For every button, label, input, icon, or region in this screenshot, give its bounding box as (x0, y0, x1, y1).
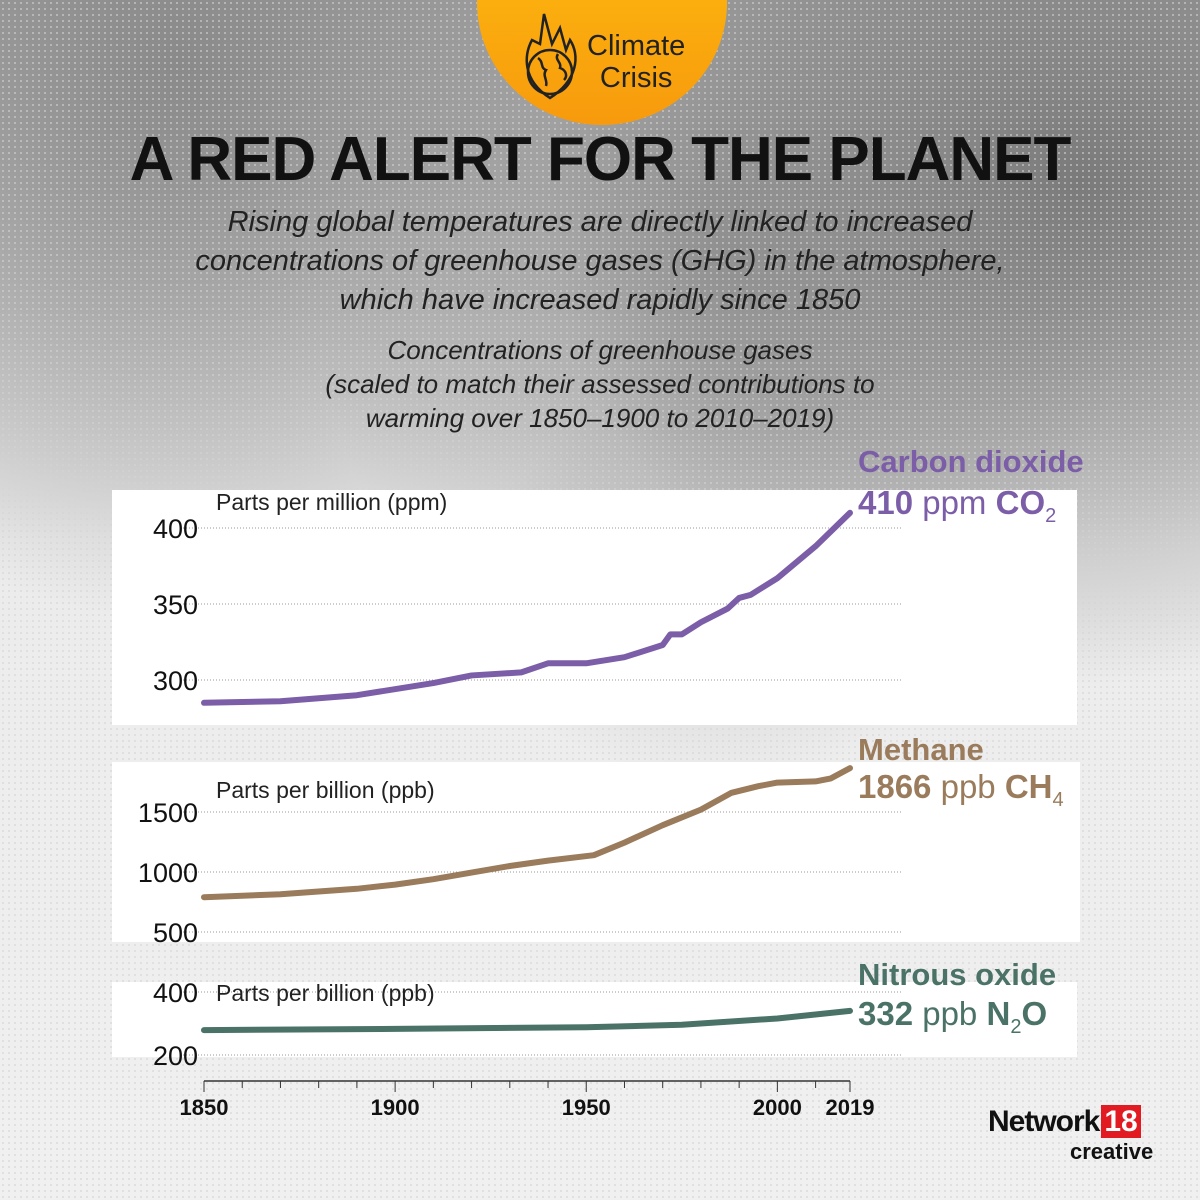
x-tick-label: 1900 (371, 1095, 420, 1120)
series-name-label: Nitrous oxide (858, 957, 1056, 992)
y-tick-label: 1000 (138, 858, 198, 888)
subtitle: Rising global temperatures are directly … (195, 206, 1005, 316)
y-tick-label: 500 (153, 918, 198, 948)
x-tick-label: 2000 (753, 1095, 802, 1120)
y-tick-label: 1500 (138, 798, 198, 828)
series-line-carbon-dioxide (201, 509, 853, 706)
y-tick-label: 350 (153, 590, 198, 620)
series-line-methane (201, 765, 853, 901)
series-value-label: 332 ppb N2O (858, 995, 1047, 1038)
chart-title: Concentrations of greenhouse gases (scale… (325, 335, 875, 433)
x-tick-label: 1950 (562, 1095, 611, 1120)
page-title: A RED ALERT FOR THE PLANET (129, 125, 1072, 194)
series-value-label: 1866 ppb CH4 (858, 768, 1064, 811)
badge-label: Climate Crisis (587, 30, 686, 94)
series-name-label: Carbon dioxide (858, 444, 1084, 479)
series-value-label: 410 ppm CO2 (858, 484, 1056, 527)
burning-globe-icon (525, 13, 577, 100)
y-tick-label: 400 (153, 514, 198, 544)
x-tick-label: 1850 (180, 1095, 229, 1120)
y-tick-label: 200 (153, 1041, 198, 1071)
series-line-nitrous-oxide (201, 1007, 853, 1034)
y-axis-label: Parts per billion (ppb) (216, 777, 435, 803)
series-name-label: Methane (858, 732, 984, 767)
panel-background (112, 490, 1077, 725)
network18-logo: Network 18 creative (988, 1105, 1154, 1164)
y-tick-label: 400 (153, 978, 198, 1008)
y-axis-label: Parts per billion (ppb) (216, 980, 435, 1006)
x-tick-label: 2019 (826, 1095, 875, 1120)
y-axis-label: Parts per million (ppm) (216, 489, 447, 515)
panel-background (112, 982, 1077, 1057)
y-tick-label: 300 (153, 666, 198, 696)
